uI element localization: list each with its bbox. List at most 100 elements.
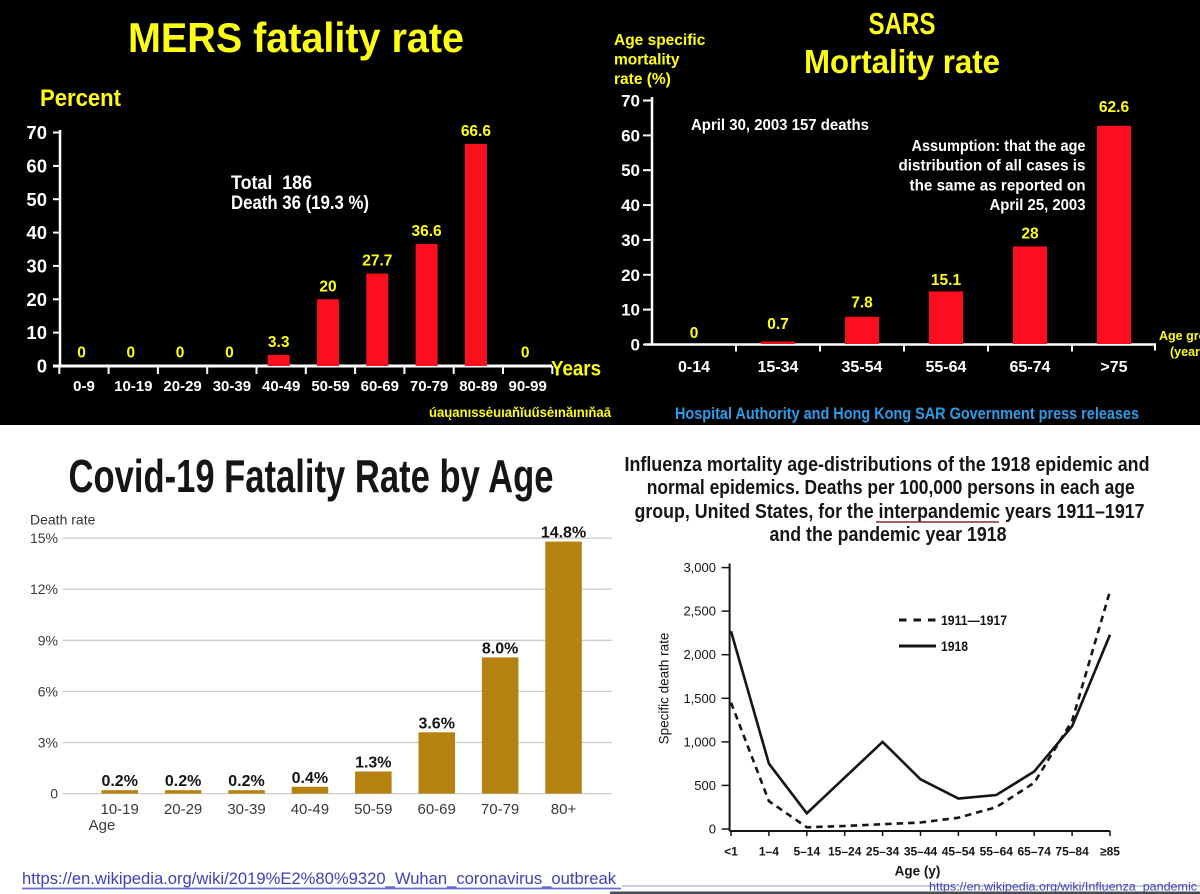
svg-text:70: 70 (621, 92, 640, 111)
svg-text:0.4%: 0.4% (292, 770, 328, 787)
svg-text:50: 50 (621, 161, 640, 180)
svg-text:1918: 1918 (941, 639, 968, 654)
svg-text:15%: 15% (30, 530, 58, 546)
svg-text:7.8: 7.8 (851, 295, 873, 312)
svg-text:0.7: 0.7 (767, 316, 789, 333)
svg-text:≥85: ≥85 (1100, 845, 1120, 859)
svg-text:0: 0 (37, 356, 47, 377)
svg-text:20: 20 (319, 278, 336, 295)
svg-text:Death 36 (19.3 %): Death 36 (19.3 %) (231, 193, 369, 214)
svg-text:0: 0 (709, 822, 716, 837)
svg-text:2,500: 2,500 (683, 604, 716, 619)
svg-text:55-64: 55-64 (926, 359, 967, 376)
svg-text:10-19: 10-19 (114, 378, 152, 395)
svg-text:40: 40 (621, 196, 640, 215)
svg-text:10: 10 (621, 301, 640, 320)
svg-text:25–34: 25–34 (866, 845, 900, 859)
svg-text:20: 20 (26, 289, 47, 310)
svg-text:Covid-19 Fatality Rate by Age: Covid-19 Fatality Rate by Age (69, 450, 554, 502)
svg-text:April 30, 2003 157 deaths: April 30, 2003 157 deaths (691, 117, 869, 134)
svg-text:60-69: 60-69 (418, 801, 456, 818)
svg-text:1,000: 1,000 (683, 734, 716, 749)
svg-text:2,000: 2,000 (683, 647, 716, 662)
svg-text:Hospital Authority and Hong Ko: Hospital Authority and Hong Kong SAR Gov… (675, 405, 1139, 423)
svg-text:distribution of all cases is: distribution of all cases is (899, 158, 1086, 175)
svg-text:10: 10 (26, 322, 47, 343)
svg-text:úaųanıssėuıaňĭuűsėınӑınıňaā: úaųanıssėuıaňĭuűsėınӑınıňaā (429, 404, 611, 420)
svg-text:30-39: 30-39 (213, 378, 251, 395)
svg-text:60: 60 (26, 155, 47, 176)
svg-text:50-59: 50-59 (354, 801, 392, 818)
svg-text:30: 30 (621, 231, 640, 250)
svg-text:70-79: 70-79 (481, 801, 519, 818)
svg-text:60-69: 60-69 (361, 378, 399, 395)
svg-text:0: 0 (631, 336, 640, 355)
svg-text:500: 500 (694, 778, 716, 793)
svg-text:>75: >75 (1100, 359, 1127, 376)
svg-text:80-89: 80-89 (459, 378, 497, 395)
svg-text:Percent: Percent (40, 85, 121, 112)
svg-text:group, United States, for the: group, United States, for the interpande… (635, 501, 1145, 523)
svg-text:65-74: 65-74 (1010, 359, 1051, 376)
svg-text:Age (y): Age (y) (895, 864, 941, 879)
svg-text:Age: Age (89, 817, 116, 834)
svg-text:1911—1917: 1911—1917 (941, 613, 1007, 628)
svg-text:14.8%: 14.8% (541, 525, 586, 542)
svg-text:8.0%: 8.0% (482, 640, 518, 657)
svg-text:Age group: Age group (1159, 329, 1200, 343)
svg-text:15.1: 15.1 (931, 272, 962, 289)
svg-text:30-39: 30-39 (227, 801, 265, 818)
svg-text:20-29: 20-29 (163, 378, 201, 395)
svg-text:50: 50 (26, 189, 47, 210)
svg-text:Total 186: Total 186 (231, 173, 312, 194)
svg-text:normal epidemics. Deaths per: normal epidemics. Deaths per 100,000 per… (647, 477, 1135, 499)
svg-text:15–24: 15–24 (828, 845, 862, 859)
svg-text:SARS: SARS (869, 6, 936, 41)
svg-text:0: 0 (690, 325, 699, 342)
svg-text:<1: <1 (724, 845, 738, 859)
svg-text:the same as reported on: the same as reported on (910, 177, 1086, 194)
svg-text:65–74: 65–74 (1018, 845, 1052, 859)
svg-text:0: 0 (126, 345, 135, 362)
svg-text:Assumption: that the age: Assumption: that the age (912, 138, 1086, 155)
svg-text:Death rate: Death rate (30, 512, 96, 528)
svg-text:80+: 80+ (551, 801, 577, 818)
svg-text:0: 0 (225, 345, 234, 362)
svg-text:rate (%): rate (%) (614, 71, 671, 88)
svg-text:3.3: 3.3 (268, 334, 290, 351)
svg-text:6%: 6% (38, 683, 58, 699)
svg-text:70: 70 (26, 122, 47, 143)
svg-text:0: 0 (50, 786, 58, 802)
svg-text:Mortality rate: Mortality rate (804, 43, 1000, 80)
svg-text:Influenza mortality age-distri: Influenza mortality age-distributions of… (625, 454, 1150, 476)
svg-text:3,000: 3,000 (683, 560, 716, 575)
svg-text:0-9: 0-9 (73, 378, 95, 395)
svg-text:0.2%: 0.2% (228, 773, 264, 790)
svg-text:0: 0 (521, 345, 530, 362)
svg-text:62.6: 62.6 (1099, 99, 1130, 116)
svg-text:28: 28 (1021, 226, 1039, 243)
svg-text:Specific death rate: Specific death rate (657, 633, 672, 745)
svg-text:75–84: 75–84 (1055, 845, 1089, 859)
svg-text:1–4: 1–4 (759, 845, 779, 859)
svg-text:MERS fatality rate: MERS fatality rate (128, 14, 464, 61)
svg-text:0.2%: 0.2% (101, 773, 137, 790)
svg-text:50-59: 50-59 (311, 378, 349, 395)
svg-text:1.3%: 1.3% (355, 755, 391, 772)
svg-text:30: 30 (26, 255, 47, 276)
svg-text:1,500: 1,500 (683, 691, 716, 706)
svg-text:27.7: 27.7 (362, 253, 392, 270)
svg-text:45–54: 45–54 (942, 845, 976, 859)
svg-text:and the pandemic year 1918: and the pandemic year 1918 (770, 524, 1007, 546)
svg-text:40: 40 (26, 222, 47, 243)
svg-text:5–14: 5–14 (793, 845, 820, 859)
svg-text:mortality: mortality (614, 52, 680, 69)
svg-text:https://en.wikipedia.org/wiki/: https://en.wikipedia.org/wiki/2019%E2%80… (22, 870, 617, 888)
svg-text:0-14: 0-14 (678, 359, 710, 376)
svg-text:April 25, 2003: April 25, 2003 (990, 197, 1086, 214)
svg-text:0: 0 (176, 345, 185, 362)
svg-text:0.2%: 0.2% (165, 773, 201, 790)
svg-text:66.6: 66.6 (461, 123, 492, 140)
svg-text:0: 0 (77, 345, 86, 362)
svg-text:10-19: 10-19 (101, 801, 139, 818)
